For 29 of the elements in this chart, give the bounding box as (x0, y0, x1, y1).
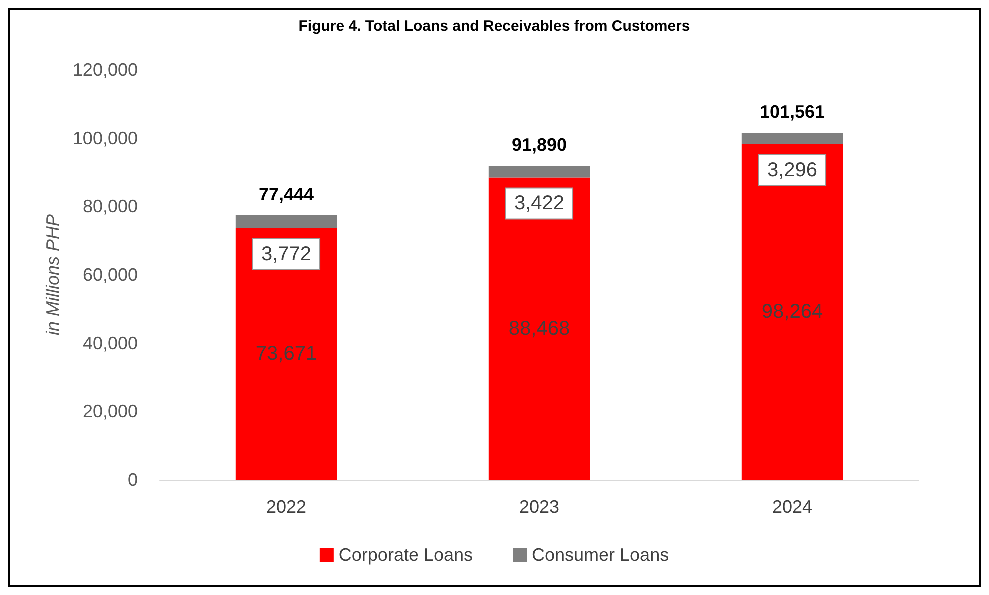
data-label: 3,772 (261, 243, 312, 266)
chart-title: Figure 4. Total Loans and Receivables from Customers (298, 18, 690, 35)
data-label: 3,422 (514, 192, 565, 215)
bar (236, 228, 338, 480)
bar (742, 133, 844, 144)
bar (488, 178, 590, 480)
total-label: 101,561 (760, 102, 826, 122)
x-tick-label: 2022 (266, 497, 307, 517)
y-tick-label: 120,000 (72, 60, 138, 80)
y-tick-label: 40,000 (82, 333, 138, 354)
y-tick-label: 20,000 (82, 402, 138, 422)
y-tick-label: 60,000 (82, 265, 138, 285)
legend-label: Consumer Loans (532, 545, 670, 565)
y-axis-title: in Millions PHP (43, 214, 64, 336)
data-label: 88,468 (508, 318, 570, 340)
x-tick-label: 2024 (772, 497, 813, 517)
bar (236, 215, 338, 228)
y-tick-label: 0 (128, 470, 138, 490)
data-label: 98,264 (762, 301, 824, 324)
total-label: 77,444 (258, 184, 314, 204)
data-label: 73,671 (256, 343, 318, 366)
y-tick-label: 80,000 (82, 196, 138, 217)
bar (742, 144, 844, 480)
total-label: 91,890 (512, 135, 568, 156)
y-tick-label: 100,000 (72, 128, 138, 148)
x-tick-label: 2023 (519, 497, 560, 517)
legend-label: Corporate Loans (338, 545, 474, 565)
bar (488, 166, 590, 178)
data-label: 3,296 (767, 159, 818, 182)
